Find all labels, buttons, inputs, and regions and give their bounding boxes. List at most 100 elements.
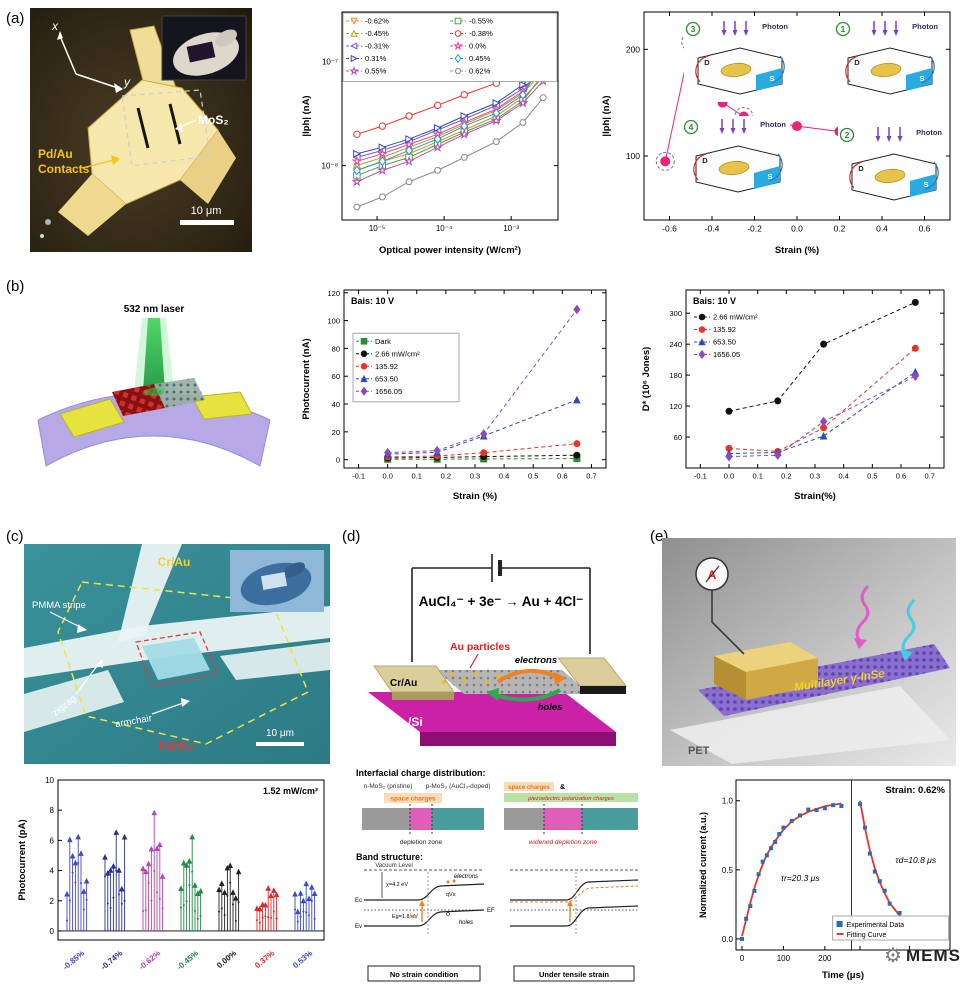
electrons-label: electrons bbox=[515, 655, 557, 666]
laser-spot bbox=[144, 388, 164, 396]
ef-label: EF bbox=[487, 908, 495, 914]
x-axis-arrowhead bbox=[57, 31, 63, 40]
svg-text:τr=20.3 μs: τr=20.3 μs bbox=[781, 873, 821, 883]
panel-d-schematic: AuCl₄⁻ + 3e⁻ → Au + 4Cl⁻ SiO₂/Si Cr/Au A… bbox=[352, 542, 644, 762]
scale-bar-c-label: 10 μm bbox=[266, 728, 294, 739]
svg-text:0.6: 0.6 bbox=[896, 472, 906, 481]
svg-text:S: S bbox=[769, 74, 774, 83]
svg-text:0.53%: 0.53% bbox=[291, 949, 314, 970]
electrochemical-doping-schematic: AuCl₄⁻ + 3e⁻ → Au + 4Cl⁻ SiO₂/Si Cr/Au A… bbox=[368, 554, 628, 746]
panel-c-micrograph: Cr/Au PMMA stripe zigzag armchair Pd/Au … bbox=[24, 544, 330, 764]
caption-box-1 bbox=[367, 965, 481, 982]
conduction-band-strained bbox=[510, 879, 639, 901]
crau-label: Cr/Au bbox=[158, 555, 191, 569]
chart-detectivity-vs-strain: -0.1 0.0 0.1 0.2 0.3 0.4 0.5 0.6 0.7 60 120 180 240 3… bbox=[641, 289, 945, 502]
y-axis-arrowhead bbox=[114, 83, 123, 93]
laser-label: 532 nm laser bbox=[124, 304, 185, 315]
mos2-label: MoS₂ bbox=[198, 113, 229, 127]
svg-text:Experimental Data: Experimental Data bbox=[847, 922, 905, 929]
band-electrons-label: electrons bbox=[454, 874, 478, 880]
gold-electrode-top bbox=[714, 642, 818, 672]
svg-text:0.5: 0.5 bbox=[867, 472, 877, 481]
svg-text:0.1: 0.1 bbox=[412, 472, 422, 481]
svg-text:0.6: 0.6 bbox=[557, 472, 567, 481]
panel-label-c: (c) bbox=[6, 528, 24, 545]
gold-electrode-side bbox=[714, 656, 746, 700]
svg-text:0.6: 0.6 bbox=[919, 224, 931, 234]
svg-text:2: 2 bbox=[50, 897, 55, 906]
conduction-band bbox=[364, 883, 485, 901]
svg-text:10: 10 bbox=[45, 776, 54, 785]
svg-text:120: 120 bbox=[327, 289, 340, 298]
crau-electrode-front bbox=[392, 692, 454, 700]
svg-text:Strain: 0.62%: Strain: 0.62% bbox=[885, 785, 945, 796]
svg-text:120: 120 bbox=[669, 402, 682, 411]
svg-text:60: 60 bbox=[332, 372, 340, 381]
band-heading: Band structure: bbox=[356, 852, 423, 862]
svg-text:-0.1: -0.1 bbox=[352, 472, 365, 481]
panel-e-schematic: PET A Multilayer γ-InSe bbox=[662, 538, 956, 766]
svg-text:200: 200 bbox=[818, 954, 832, 963]
lattice-strip-p bbox=[432, 808, 484, 830]
electrode-band-4 bbox=[220, 642, 330, 680]
svg-text:10⁻⁸: 10⁻⁸ bbox=[322, 162, 339, 171]
svg-text:0.3: 0.3 bbox=[470, 472, 480, 481]
optical-micrograph-device: Cr/Au PMMA stripe zigzag armchair Pd/Au … bbox=[24, 544, 330, 764]
zigzag-arrowhead bbox=[96, 659, 103, 668]
svg-text:100: 100 bbox=[777, 954, 791, 963]
svg-text:0.4: 0.4 bbox=[876, 224, 888, 234]
inse-device-schematic: PET A Multilayer γ-InSe bbox=[662, 538, 956, 766]
contacts-label-line2: Contacts bbox=[38, 162, 90, 176]
chi-label: χ=4.2 eV bbox=[386, 882, 408, 888]
svg-text:8: 8 bbox=[50, 806, 55, 815]
svg-text:-0.45%: -0.45% bbox=[175, 949, 200, 972]
charge-distribution-band-structure: Interfacial charge distribution: n-MoS₂ … bbox=[355, 768, 639, 982]
pdau-label: Pd/Au bbox=[159, 739, 194, 753]
watermark-text: MEMS bbox=[905, 946, 961, 965]
vacuum-level-label: Vacuum Level bbox=[375, 863, 413, 869]
svg-text:-0.2: -0.2 bbox=[747, 224, 762, 234]
piezo-charges-label: piezoelectric polarization charges bbox=[527, 796, 614, 802]
depletion-zone-label: depletion zone bbox=[400, 839, 443, 846]
svg-text:0.0%: 0.0% bbox=[469, 42, 486, 51]
electrode-right bbox=[191, 391, 253, 420]
svg-text:0.5: 0.5 bbox=[528, 472, 538, 481]
svg-text:40: 40 bbox=[332, 400, 340, 409]
svg-text:0.3: 0.3 bbox=[810, 472, 820, 481]
p-mos2-label: p-MoS₂ (AuCl₃-doped) bbox=[426, 783, 491, 790]
band-inset-3: 3 Photon S D bbox=[684, 18, 792, 102]
band-diagram-insets: 3 Photon S D 1 Photon S D 4 Photon S D 2 Photon S D bbox=[598, 6, 958, 258]
svg-text:-0.1: -0.1 bbox=[694, 472, 707, 481]
electrode-band-3 bbox=[24, 670, 124, 732]
pmma-arrowhead bbox=[77, 624, 87, 633]
panel-label-a: (a) bbox=[6, 10, 25, 27]
sio2-slab-top bbox=[368, 692, 616, 732]
armchair-arrowhead bbox=[181, 698, 190, 707]
svg-text:200: 200 bbox=[626, 44, 640, 54]
svg-text:-0.4: -0.4 bbox=[705, 224, 720, 234]
caption-box-2 bbox=[513, 965, 635, 982]
flake-outline-red bbox=[135, 631, 219, 687]
svg-text:D: D bbox=[854, 58, 860, 67]
svg-text:Bais: 10 V: Bais: 10 V bbox=[351, 296, 394, 306]
svg-text:0.45%: 0.45% bbox=[469, 54, 491, 63]
svg-text:3: 3 bbox=[691, 24, 696, 34]
band-holes-label: holes bbox=[459, 920, 473, 926]
svg-text:0.4: 0.4 bbox=[838, 472, 848, 481]
lattice-strip-p2 bbox=[582, 808, 638, 830]
valence-band-strained bbox=[510, 905, 639, 927]
chart-response-time: 0.0 0.5 1.0 0 100 200 τr=20.3 μs τd=10.8 μs Stra… bbox=[698, 779, 951, 981]
holes-label: holes bbox=[538, 702, 563, 713]
svg-text:-0.45%: -0.45% bbox=[365, 29, 389, 38]
svg-text:1.0: 1.0 bbox=[722, 797, 734, 806]
svg-text:Bais: 10 V: Bais: 10 V bbox=[693, 296, 736, 306]
svg-text:653.50: 653.50 bbox=[713, 338, 736, 347]
svg-text:Time (μs): Time (μs) bbox=[822, 970, 864, 981]
svg-text:4: 4 bbox=[50, 867, 55, 876]
mos2-flake-outline bbox=[121, 89, 211, 167]
svg-text:Normalized current (a.u.): Normalized current (a.u.) bbox=[698, 812, 708, 918]
svg-text:0.55%: 0.55% bbox=[365, 67, 387, 76]
svg-text:0.2: 0.2 bbox=[441, 472, 451, 481]
svg-text:60: 60 bbox=[674, 433, 682, 442]
mos2-arrowhead bbox=[175, 123, 183, 132]
